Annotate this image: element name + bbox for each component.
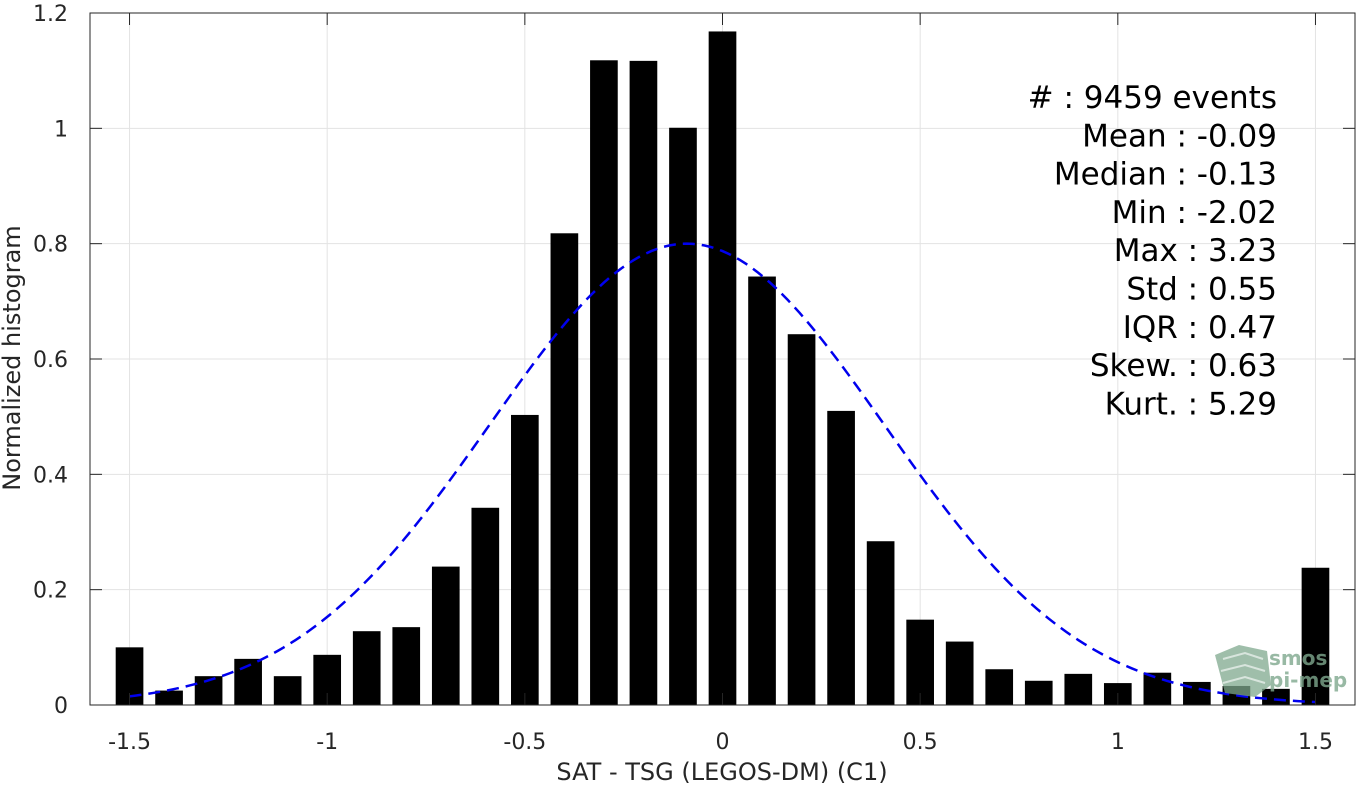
- x-tick-label: 0: [716, 730, 730, 755]
- y-tick-label: 0.8: [33, 233, 68, 258]
- histogram-bar: [945, 641, 974, 705]
- y-tick-label: 1: [54, 117, 68, 142]
- stats-line: Min : -2.02: [1112, 195, 1277, 231]
- histogram-bar: [787, 334, 816, 705]
- histogram-bar: [471, 507, 500, 705]
- histogram-bar: [669, 127, 697, 706]
- histogram-bar: [1024, 680, 1053, 705]
- plot-axes: [89, 12, 1356, 706]
- watermark-text-2: pi-mep: [1269, 668, 1347, 692]
- x-tick-label: 1.5: [1298, 730, 1333, 755]
- stats-line: Median : -0.13: [1054, 157, 1277, 193]
- stats-line: Std : 0.55: [1126, 272, 1277, 308]
- histogram-bar: [511, 414, 539, 705]
- y-tick-labels: 0 0.2 0.4 0.6 0.8 1 1.2: [33, 2, 68, 719]
- histogram-bar: [748, 276, 776, 705]
- y-tick-label: 0: [54, 694, 68, 719]
- y-tick-label: 0.6: [33, 348, 68, 373]
- histogram-bar: [1064, 673, 1093, 705]
- histogram-bar: [273, 676, 302, 705]
- y-tick-label: 0.2: [33, 579, 68, 604]
- x-tick-label: -0.5: [503, 730, 546, 755]
- x-tick-labels: -1.5 -1 -0.5 0 0.5 1 1.5: [108, 730, 1333, 755]
- histogram-bar: [985, 669, 1014, 705]
- stats-line: Skew. : 0.63: [1090, 348, 1277, 384]
- histogram-bar: [590, 60, 618, 705]
- histogram-bar: [1143, 672, 1172, 705]
- watermark-text-1: smos: [1269, 646, 1327, 670]
- histogram-bar: [866, 541, 895, 705]
- histogram-bar: [827, 410, 855, 705]
- x-tick-label: 0.5: [903, 730, 938, 755]
- histogram-bar: [1301, 567, 1330, 705]
- histogram-bar: [392, 627, 421, 705]
- stats-line: Mean : -0.09: [1082, 118, 1277, 154]
- y-tick-label: 1.2: [33, 2, 68, 27]
- x-tick-label: 1: [1111, 730, 1125, 755]
- stats-line: # : 9459 events: [1028, 80, 1277, 116]
- histogram-bar: [550, 233, 579, 705]
- histogram-bar: [431, 566, 460, 705]
- histogram-bar: [352, 631, 381, 705]
- histogram-bar: [629, 60, 658, 705]
- x-tick-label: -1: [316, 730, 338, 755]
- histogram-bar: [155, 690, 183, 705]
- y-axis-label: Normalized histogram: [0, 225, 26, 490]
- gaussian-fit-curve: [129, 242, 1316, 704]
- x-tick-label: -1.5: [108, 730, 151, 755]
- y-tick-label: 0.4: [33, 463, 68, 488]
- x-axis-label: SAT - TSG (LEGOS-DM) (C1): [556, 758, 887, 785]
- watermark-logo: smos pi-mep: [1215, 645, 1347, 697]
- stats-line: Max : 3.23: [1114, 233, 1277, 269]
- histogram-bar: [708, 31, 737, 706]
- stats-line: Kurt. : 5.29: [1105, 386, 1277, 422]
- histogram-bar: [906, 619, 934, 705]
- stats-line: IQR : 0.47: [1123, 310, 1277, 346]
